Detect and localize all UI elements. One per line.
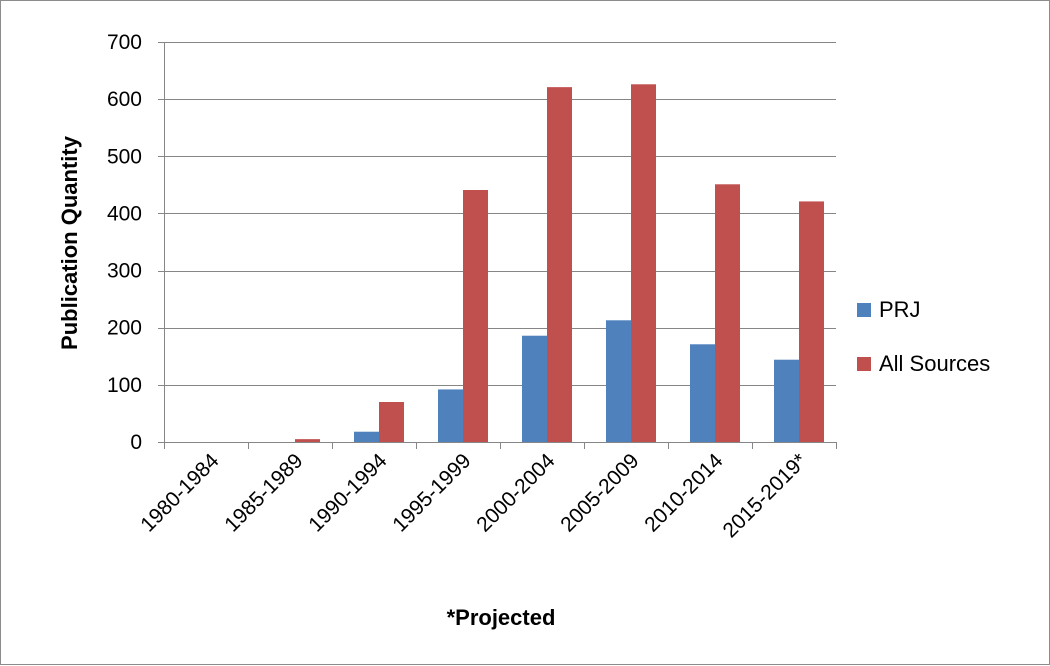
legend-label-prj: PRJ bbox=[879, 297, 921, 322]
y-tick-label-500: 500 bbox=[107, 145, 142, 168]
x-tick-label-2015-2019*: 2015-2019* bbox=[718, 449, 811, 542]
y-axis-title: Publication Quantity bbox=[57, 135, 82, 350]
legend-swatch-prj bbox=[857, 303, 871, 317]
y-tick-label-600: 600 bbox=[107, 88, 142, 111]
x-tick-label-1980-1984: 1980-1984 bbox=[136, 449, 224, 537]
bar-prj-2000-2004 bbox=[522, 335, 547, 442]
y-tick-label-0: 0 bbox=[130, 431, 142, 454]
legend-label-all-sources: All Sources bbox=[879, 351, 990, 376]
x-tick-labels: 1980-19841985-19891990-19941995-19992000… bbox=[136, 449, 811, 542]
legend-swatch-all-sources bbox=[857, 357, 871, 371]
x-axis-title: *Projected bbox=[447, 605, 556, 630]
bar-all-sources-2015-2019* bbox=[799, 201, 824, 442]
bar-all-sources-2000-2004 bbox=[547, 87, 572, 443]
bar-prj-2005-2009 bbox=[606, 320, 631, 442]
bar-prj-2015-2019* bbox=[774, 359, 799, 442]
bars bbox=[295, 84, 824, 443]
y-tick-label-200: 200 bbox=[107, 317, 142, 340]
x-tick-label-2005-2009: 2005-2009 bbox=[556, 449, 643, 536]
bar-all-sources-1995-1999 bbox=[463, 190, 488, 442]
axes bbox=[158, 42, 837, 449]
bar-all-sources-2010-2014 bbox=[715, 184, 740, 443]
bar-all-sources-2005-2009 bbox=[631, 84, 656, 443]
gridlines bbox=[164, 42, 836, 386]
y-tick-labels: 0 100 200 300 400 500 600 700 bbox=[107, 31, 142, 454]
bar-prj-1990-1994 bbox=[354, 431, 379, 442]
x-tick-label-1990-1994: 1990-1994 bbox=[304, 449, 392, 537]
x-tick-label-1985-1989: 1985-1989 bbox=[220, 449, 307, 536]
y-tick-label-700: 700 bbox=[107, 31, 142, 54]
x-tick-label-2000-2004: 2000-2004 bbox=[472, 449, 560, 537]
y-tick-label-400: 400 bbox=[107, 202, 142, 225]
x-tick-label-1995-1999: 1995-1999 bbox=[388, 449, 475, 536]
y-tick-label-100: 100 bbox=[107, 374, 142, 397]
bar-prj-2010-2014 bbox=[690, 344, 715, 442]
x-tick-label-2010-2014: 2010-2014 bbox=[640, 449, 728, 537]
bar-all-sources-1990-1994 bbox=[379, 402, 404, 442]
y-tick-label-300: 300 bbox=[107, 260, 142, 283]
bar-all-sources-1985-1989 bbox=[295, 439, 320, 442]
bar-prj-1995-1999 bbox=[438, 389, 463, 442]
legend: PRJ All Sources bbox=[857, 297, 990, 376]
